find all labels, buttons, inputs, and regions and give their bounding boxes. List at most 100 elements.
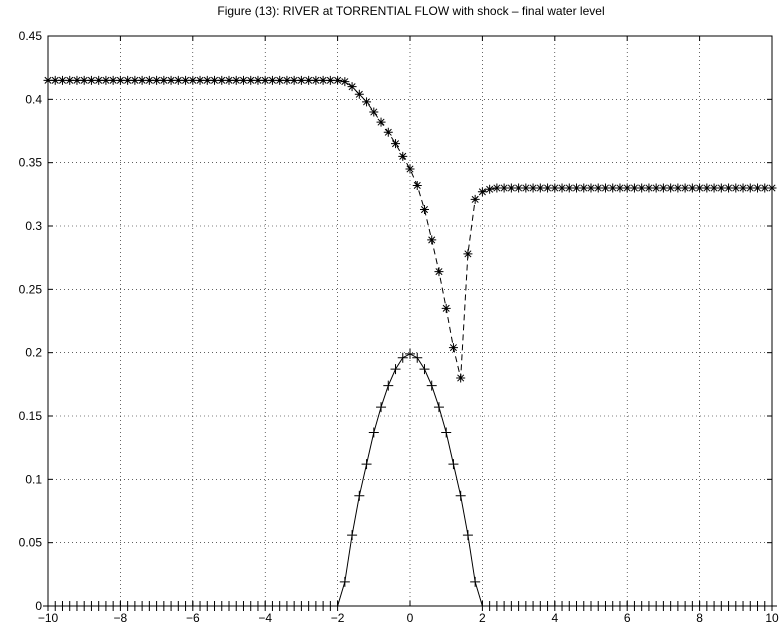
data-point [391,139,401,149]
data-point [593,183,603,193]
data-point [709,183,719,193]
data-point [753,183,763,193]
data-point [543,183,553,193]
data-point [86,75,96,85]
data-point [260,75,270,85]
data-point [181,75,191,85]
data-point [130,75,140,85]
y-tick-label: 0.2 [25,346,42,360]
data-point [210,75,220,85]
data-point [304,75,314,85]
data-point [463,249,473,259]
data-point [419,364,430,375]
data-point [673,183,683,193]
data-point [644,183,654,193]
data-point [72,75,82,85]
data-point [702,183,712,193]
data-point [217,75,227,85]
data-point [564,183,574,193]
data-point [340,77,350,87]
data-point [528,183,538,193]
data-point [383,127,393,137]
data-point [716,183,726,193]
data-point [159,75,169,85]
data-point [383,380,394,391]
data-point [368,427,379,438]
x-tick-label: 0 [407,611,414,625]
data-point [238,75,248,85]
y-tick-label: 0 [35,599,42,613]
data-point [470,194,480,204]
data-point [224,75,234,85]
data-point [405,348,415,359]
data-point [376,402,387,413]
data-point [441,303,451,313]
data-point [354,490,365,501]
data-point [195,75,205,85]
data-point [470,576,481,587]
y-tick-label: 0.05 [19,536,43,550]
data-point [695,183,705,193]
data-point [499,183,509,193]
data-point [166,75,176,85]
data-point [108,75,118,85]
y-tick-label: 0.3 [25,219,42,233]
data-point [666,183,676,193]
data-point [433,402,444,413]
data-point [426,380,437,391]
data-point [397,352,408,363]
data-point [412,180,422,190]
data-point [188,75,198,85]
data-point [318,75,328,85]
data-point [50,75,60,85]
data-point [535,183,545,193]
y-tick-label: 0.45 [19,29,43,43]
data-point [347,82,357,92]
data-point [65,75,75,85]
x-tick-label: −8 [114,611,128,625]
x-tick-label: −4 [258,611,272,625]
axes: −10 −8 −6 −4 −2 0 2 4 6 8 10 0 0.05 0.1 0.15 0.2 0.25 0.3… [19,29,779,625]
data-point [637,183,647,193]
data-point [311,75,321,85]
data-point [572,183,582,193]
data-point [456,373,466,383]
data-point [506,183,516,193]
data-point [427,235,437,245]
data-point [405,164,415,174]
data-point [687,183,697,193]
data-point [361,459,372,470]
x-tick-label: 6 [624,611,631,625]
data-point [347,530,358,541]
data-point [412,352,423,363]
data-point [152,75,162,85]
data-point [738,183,748,193]
data-point [608,183,618,193]
data-point [724,183,734,193]
y-tick-label: 0.4 [25,92,42,106]
chart-title: Figure (13): RIVER at TORRENTIAL FLOW wi… [217,4,604,18]
data-point [339,576,350,587]
data-point [376,117,386,127]
data-point [267,75,277,85]
data-point [101,75,111,85]
data-point [448,343,458,353]
data-point [550,183,560,193]
data-point [455,490,466,501]
data-point [521,183,531,193]
data-point [325,75,335,85]
data-point [362,97,372,107]
x-tick-label: −2 [331,611,345,625]
data-point [477,187,487,197]
data-point [289,75,299,85]
data-point [390,364,401,375]
data-point [253,75,263,85]
data-point [296,75,306,85]
data-point [115,75,125,85]
x-tick-label: −6 [186,611,200,625]
data-point [398,151,408,161]
data-point [333,75,343,85]
data-point [622,183,632,193]
data-point [282,75,292,85]
